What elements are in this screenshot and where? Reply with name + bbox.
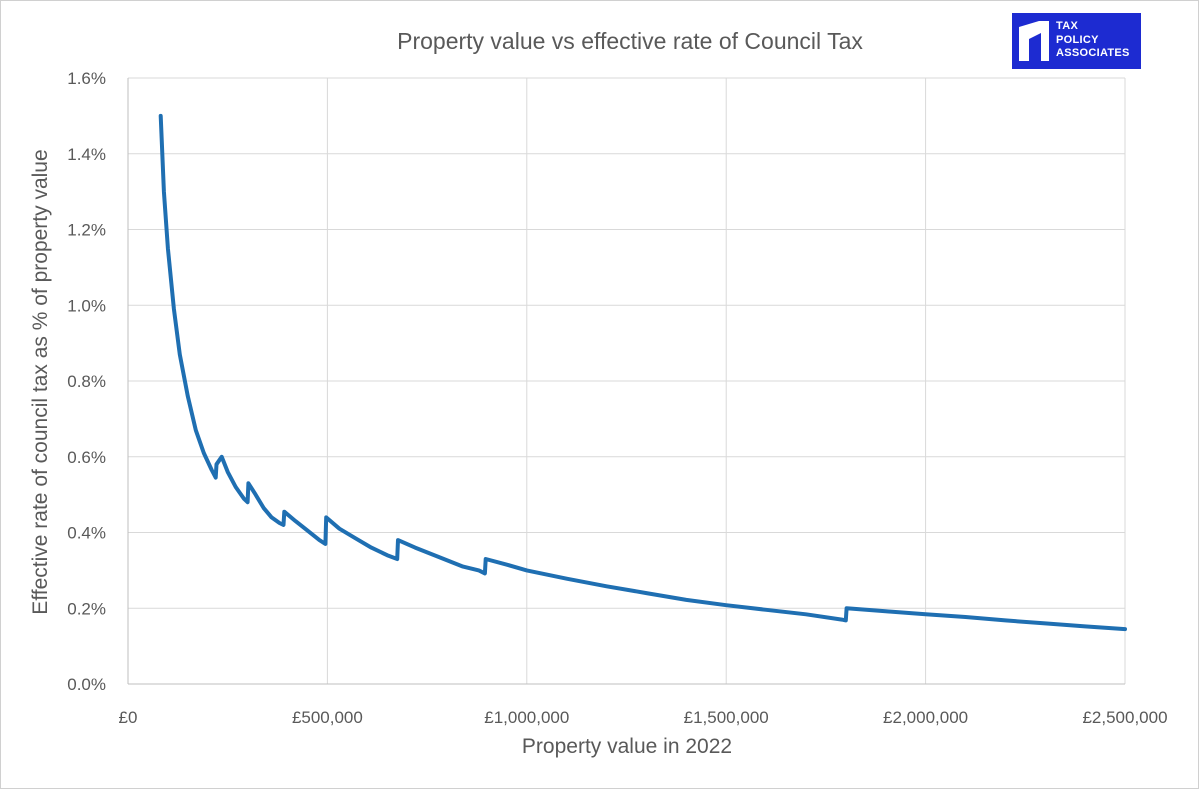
y-tick-label: 1.6%: [67, 69, 106, 88]
grid-lines: [127, 77, 1126, 685]
x-tick-label: £2,500,000: [1082, 708, 1167, 727]
y-tick-label: 0.8%: [67, 372, 106, 391]
y-tick-label: 1.0%: [67, 296, 106, 315]
y-axis-tick-labels: 0.0% 0.2% 0.4% 0.6% 0.8% 1.0% 1.2% 1.4% 1.6%: [67, 69, 106, 694]
y-tick-label: 0.4%: [67, 524, 106, 543]
y-tick-label: 1.4%: [67, 145, 106, 164]
y-axis-title: Effective rate of council tax as % of pr…: [29, 149, 52, 615]
x-tick-label: £500,000: [292, 708, 363, 727]
logo-mark-icon: [1019, 21, 1049, 61]
series-line-0: [158, 113, 1127, 632]
x-tick-label: £2,000,000: [883, 708, 968, 727]
axes: [127, 78, 1125, 685]
y-tick-label: 0.6%: [67, 448, 106, 467]
y-tick-label: 0.0%: [67, 675, 106, 694]
x-tick-label: £1,500,000: [684, 708, 769, 727]
x-axis-title: Property value in 2022: [521, 735, 733, 758]
y-tick-label: 1.2%: [67, 221, 106, 240]
chart-title: Property value vs effective rate of Coun…: [397, 28, 863, 54]
x-tick-label: £1,000,000: [484, 708, 569, 727]
logo-text: TAX POLICY ASSOCIATES: [1056, 20, 1130, 59]
x-tick-label: £0: [119, 708, 138, 727]
x-axis-tick-labels: £0 £500,000 £1,000,000 £1,500,000 £2,000,000…: [119, 708, 1168, 727]
y-tick-label: 0.2%: [67, 599, 106, 618]
series: [158, 113, 1127, 632]
tax-policy-associates-logo: TAX POLICY ASSOCIATES: [1012, 13, 1141, 69]
